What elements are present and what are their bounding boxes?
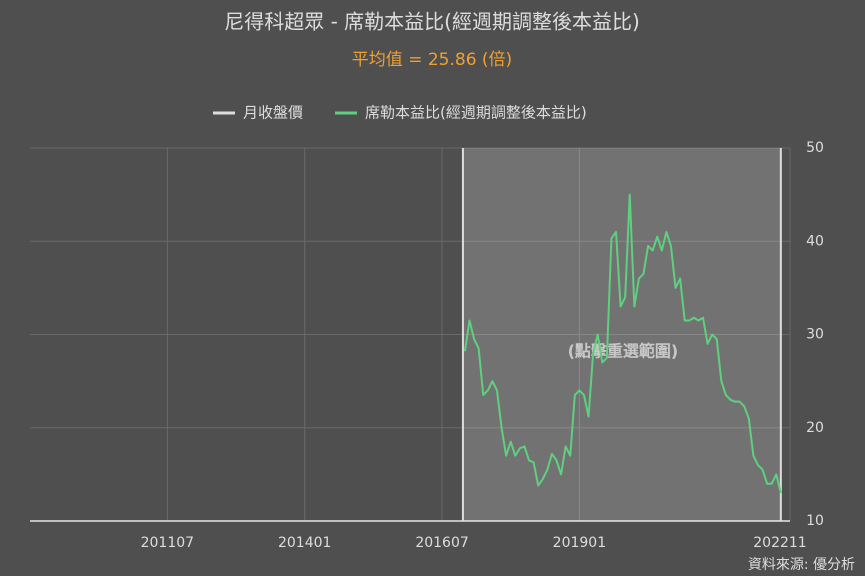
- y-tick-label: 10: [806, 513, 824, 529]
- legend-label: 席勒本益比(經週期調整後本益比): [365, 104, 587, 122]
- x-tick-label: 201401: [278, 535, 331, 551]
- selection-region: [462, 148, 781, 521]
- annotation: (點擊重選範圍): [568, 342, 679, 361]
- y-tick-label: 50: [806, 140, 824, 156]
- x-tick-label: 201901: [553, 535, 606, 551]
- x-tick-label: 201107: [141, 535, 194, 551]
- chart-subtitle: 平均值 = 25.86 (倍): [352, 50, 512, 70]
- series-line: [463, 193, 782, 494]
- y-tick-label: 20: [806, 420, 824, 436]
- y-tick-label: 40: [806, 233, 824, 249]
- y-tick-label: 30: [806, 327, 824, 343]
- source: 資料來源: 優分析: [748, 557, 855, 573]
- x-tick-label: 201607: [415, 535, 468, 551]
- x-tick-label: 202211: [753, 535, 806, 551]
- chart-title: 尼得科超眾 - 席勒本益比(經週期調整後本益比): [224, 10, 640, 34]
- legend-label: 月收盤價: [243, 104, 303, 122]
